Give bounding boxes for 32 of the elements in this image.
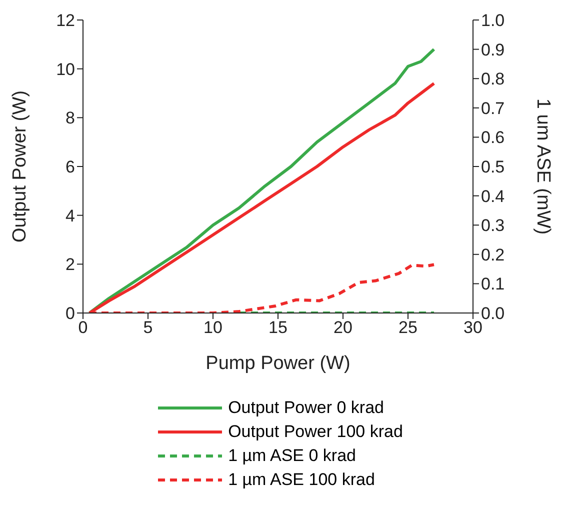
x-tick-label: 10: [204, 318, 222, 338]
y2-tick-label: 0.9: [481, 40, 505, 60]
x-tick-label: 20: [334, 318, 352, 338]
y-tick-label: 4: [66, 206, 75, 226]
x-axis-title: Pump Power (W): [206, 353, 350, 374]
y2-tick-label: 0.6: [481, 128, 505, 148]
x-tick-label: 5: [143, 318, 153, 338]
y-axis-title: Output Power (W): [10, 90, 31, 243]
y-tick-label: 2: [66, 255, 75, 274]
y-tick-label: 10: [56, 60, 75, 79]
y2-tick-label: 0.0: [481, 304, 505, 324]
y-tick-label: 6: [66, 158, 75, 177]
y2-tick-label: 0.2: [481, 245, 505, 264]
y2-tick-label: 1.0: [481, 11, 505, 30]
y2-tick-label: 0.1: [481, 274, 505, 294]
legend-label: Output Power 100 krad: [228, 422, 403, 442]
x-tick-label: 30: [464, 318, 482, 338]
y2-tick-label: 0.3: [481, 216, 505, 236]
y2-tick-label: 0.8: [481, 70, 505, 89]
y2-axis-title: 1 um ASE (mW): [532, 98, 554, 235]
y-tick-label: 12: [56, 11, 75, 30]
x-tick-label: 0: [78, 318, 88, 338]
legend-label: 1 µm ASE 100 krad: [228, 470, 375, 490]
legend-label: 1 µm ASE 0 krad: [228, 446, 356, 466]
y-tick-label: 8: [66, 108, 75, 128]
x-tick-label: 25: [398, 318, 418, 338]
y2-tick-label: 0.7: [481, 98, 505, 118]
legend-label: Output Power 0 krad: [228, 398, 384, 418]
y2-tick-label: 0.5: [481, 158, 505, 177]
y-tick-label: 0: [66, 304, 75, 324]
y2-tick-label: 0.4: [481, 186, 505, 206]
x-tick-label: 15: [268, 318, 288, 338]
